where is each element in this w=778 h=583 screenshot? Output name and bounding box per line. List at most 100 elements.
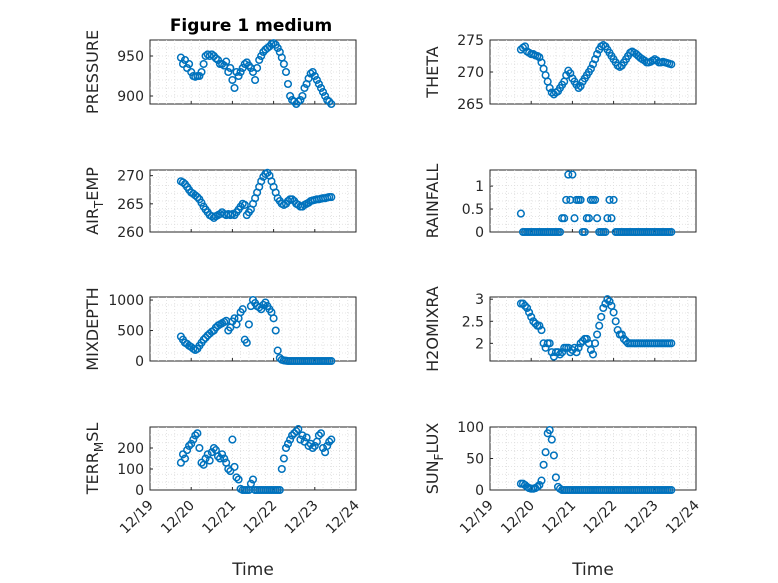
data-point — [582, 334, 591, 343]
data-point — [525, 308, 534, 317]
scatter-series — [516, 426, 676, 495]
data-point — [240, 200, 249, 209]
subplot-4: 0 0.5 1 RAINFALL — [423, 164, 697, 241]
data-point — [197, 67, 206, 77]
data-point — [308, 443, 317, 453]
data-point — [253, 63, 262, 73]
data-point — [218, 450, 227, 459]
data-point — [230, 83, 239, 93]
data-point — [520, 301, 530, 310]
y-tick-label: 0 — [475, 225, 484, 241]
y-tick-label: 1 — [475, 179, 484, 195]
y-tick-label: 265 — [117, 197, 144, 213]
data-point — [327, 356, 336, 366]
scatter-series — [516, 170, 676, 237]
y-tick-label: 100 — [117, 462, 144, 478]
y-tick-label: 260 — [117, 225, 144, 241]
data-point — [607, 214, 616, 223]
data-point — [547, 435, 556, 444]
x-tick-label: 12/19 — [457, 498, 497, 538]
grid — [490, 427, 696, 490]
data-point — [292, 427, 301, 436]
x-tick-label: 12/23 — [622, 498, 662, 538]
data-point — [316, 429, 326, 438]
data-point — [232, 67, 241, 77]
y-tick-label: 270 — [117, 169, 144, 185]
data-point — [193, 193, 202, 202]
data-point — [277, 464, 286, 474]
data-point — [234, 475, 243, 484]
y-tick-label: 0 — [135, 483, 144, 499]
data-point — [251, 75, 260, 85]
data-point — [586, 64, 595, 73]
data-point — [586, 345, 595, 355]
data-point — [257, 305, 266, 314]
data-point — [323, 95, 332, 105]
data-point — [269, 314, 278, 323]
x-tick-label: 12/19 — [117, 498, 157, 538]
data-point — [193, 429, 202, 438]
data-point — [545, 339, 554, 348]
data-point — [183, 446, 192, 455]
data-point — [244, 320, 253, 329]
data-point — [205, 456, 214, 465]
data-point — [619, 334, 628, 343]
data-point — [570, 343, 579, 352]
data-point — [209, 443, 218, 453]
data-point — [279, 59, 288, 69]
data-point — [555, 350, 565, 359]
y-tick-label: 900 — [117, 89, 144, 105]
data-point — [537, 476, 546, 485]
y-tick-label: 270 — [457, 65, 484, 81]
data-point — [595, 321, 604, 330]
data-point — [523, 303, 532, 313]
data-point — [290, 429, 299, 438]
data-point — [242, 338, 251, 347]
data-point — [316, 83, 326, 93]
data-point — [257, 51, 266, 61]
y-axis-label: H2OMIXRA — [423, 286, 442, 372]
scatter-series — [176, 168, 336, 222]
data-point — [199, 335, 208, 344]
figure-title: Figure 1 medium — [170, 16, 332, 36]
scatter-series — [176, 39, 336, 109]
data-point — [318, 443, 328, 453]
data-point — [611, 317, 620, 326]
data-point — [310, 71, 319, 81]
data-point — [553, 348, 563, 357]
grid — [150, 297, 356, 361]
data-point — [215, 454, 225, 463]
data-point — [296, 95, 305, 105]
x-axis-label: Time — [231, 560, 274, 580]
y-tick-label: 500 — [117, 324, 144, 340]
data-point — [281, 443, 291, 453]
data-point — [300, 83, 309, 93]
data-point — [593, 214, 602, 223]
data-point — [255, 55, 264, 65]
data-point — [226, 63, 235, 73]
data-point — [286, 91, 295, 101]
data-point — [323, 441, 332, 450]
data-point — [191, 431, 200, 440]
data-point — [603, 295, 612, 304]
data-point — [178, 450, 188, 459]
data-point — [533, 482, 542, 491]
data-point — [327, 193, 336, 202]
subplot-2: 265 270 275 THETA — [423, 33, 697, 113]
data-point — [281, 67, 291, 77]
y-tick-label: 3 — [475, 292, 484, 308]
data-point — [562, 195, 571, 204]
grid — [490, 170, 696, 232]
data-point — [185, 59, 194, 69]
subplot-5: 0 500 1000 MIXDEPTH — [83, 287, 357, 371]
data-point — [273, 346, 282, 355]
y-axis-label: MIXDEPTH — [83, 287, 102, 370]
data-point — [228, 435, 237, 444]
data-point — [224, 67, 233, 77]
data-point — [273, 43, 282, 53]
data-point — [537, 326, 546, 335]
y-axis-label: AIRTEMP — [83, 167, 106, 235]
data-point — [288, 195, 297, 204]
y-axis-label: RAINFALL — [423, 164, 442, 239]
